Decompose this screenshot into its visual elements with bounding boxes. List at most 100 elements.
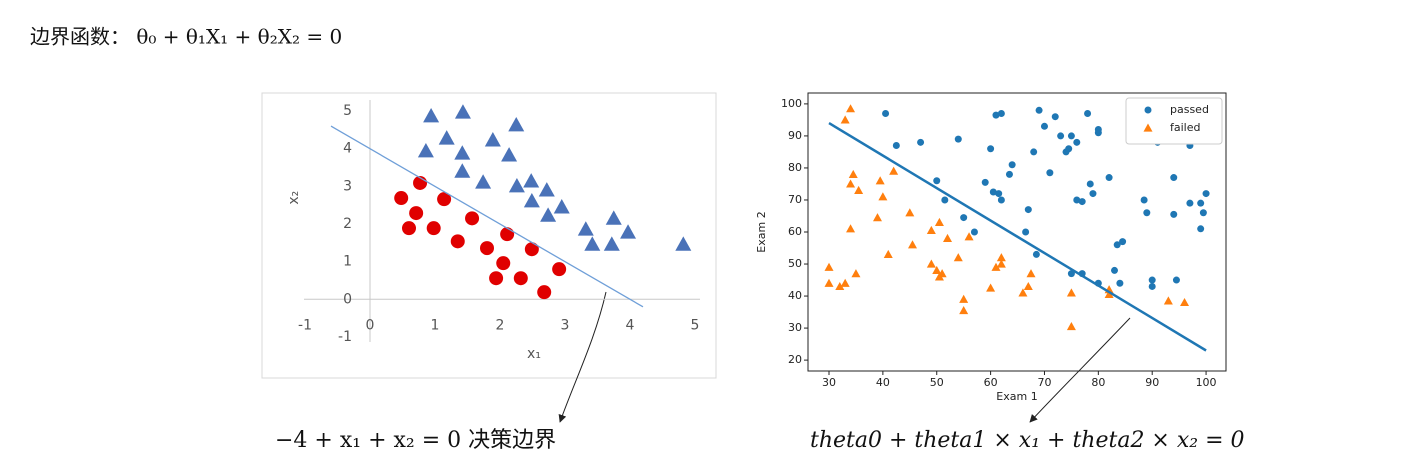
point bbox=[484, 132, 501, 147]
point bbox=[523, 173, 540, 188]
point bbox=[959, 294, 969, 303]
y-axis-label: x₂ bbox=[286, 191, 302, 205]
point bbox=[997, 196, 1005, 204]
point bbox=[524, 242, 539, 257]
point bbox=[1035, 106, 1043, 114]
point bbox=[1170, 210, 1178, 218]
point bbox=[454, 104, 471, 119]
point bbox=[1057, 132, 1065, 140]
point bbox=[553, 199, 570, 214]
point bbox=[892, 142, 900, 150]
point bbox=[840, 115, 850, 124]
y-tick-label: 100 bbox=[781, 97, 802, 110]
x-axis-label: x₁ bbox=[527, 346, 541, 362]
boundary-line bbox=[330, 125, 644, 308]
point bbox=[1008, 161, 1016, 169]
point bbox=[620, 224, 637, 239]
point bbox=[552, 262, 567, 277]
point bbox=[1030, 148, 1038, 156]
point bbox=[500, 227, 515, 242]
point bbox=[992, 111, 1000, 119]
point bbox=[840, 278, 850, 287]
point bbox=[937, 269, 947, 278]
point bbox=[933, 177, 941, 185]
point bbox=[917, 138, 925, 146]
point bbox=[496, 256, 511, 271]
point bbox=[402, 221, 416, 236]
point bbox=[1170, 174, 1178, 182]
point bbox=[454, 163, 471, 178]
point bbox=[854, 185, 864, 194]
caption: theta0 + theta1 × x₁ + theta2 × x₂ = 0 bbox=[810, 428, 1245, 453]
y-axis-label: Exam 2 bbox=[755, 211, 768, 252]
point bbox=[450, 234, 465, 249]
point bbox=[989, 188, 997, 196]
caption: −4 + x₁ + x₂ = 0 决策边界 bbox=[275, 428, 556, 453]
y-tick-label: 50 bbox=[788, 257, 802, 270]
y-tick-label: 20 bbox=[788, 353, 802, 366]
point bbox=[1197, 199, 1205, 207]
y-tick-label: -1 bbox=[338, 329, 352, 345]
point bbox=[1065, 145, 1073, 153]
x-tick-label: 50 bbox=[930, 376, 944, 389]
point bbox=[889, 166, 899, 175]
point bbox=[417, 142, 434, 158]
point bbox=[513, 271, 528, 286]
x-tick-label: 4 bbox=[626, 317, 635, 333]
point bbox=[437, 192, 452, 207]
point bbox=[1148, 282, 1156, 290]
point bbox=[1032, 250, 1040, 258]
point bbox=[943, 233, 953, 243]
point bbox=[878, 192, 888, 201]
point bbox=[1073, 196, 1081, 204]
arrow bbox=[558, 291, 607, 423]
point bbox=[1119, 238, 1127, 246]
x-tick-label: 1 bbox=[431, 317, 440, 333]
x-tick-label: 60 bbox=[984, 376, 998, 389]
point bbox=[926, 225, 936, 234]
point bbox=[824, 262, 834, 271]
legend-label: failed bbox=[1170, 121, 1200, 134]
point bbox=[1018, 288, 1028, 297]
legend-marker bbox=[1143, 123, 1153, 132]
point bbox=[508, 116, 525, 132]
x-tick-label: 3 bbox=[561, 317, 570, 333]
point bbox=[1023, 281, 1033, 291]
x-tick-label: 70 bbox=[1037, 376, 1051, 389]
point bbox=[1105, 174, 1113, 182]
y-tick-label: 40 bbox=[788, 289, 802, 302]
point bbox=[824, 278, 834, 287]
point bbox=[1067, 132, 1075, 140]
y-tick-label: 60 bbox=[788, 225, 802, 238]
point bbox=[1066, 288, 1076, 297]
point bbox=[423, 107, 440, 123]
point bbox=[986, 283, 996, 292]
point bbox=[1180, 297, 1190, 307]
point bbox=[1046, 169, 1054, 177]
point bbox=[465, 211, 480, 226]
x-axis-label: Exam 1 bbox=[996, 390, 1037, 403]
point bbox=[991, 262, 1001, 271]
point bbox=[846, 179, 856, 188]
point bbox=[960, 214, 968, 222]
point bbox=[882, 109, 890, 117]
point bbox=[848, 169, 858, 178]
point bbox=[475, 174, 492, 189]
legend-marker bbox=[1144, 106, 1152, 114]
point bbox=[501, 147, 518, 162]
point bbox=[996, 259, 1006, 268]
chart-frame bbox=[261, 92, 717, 379]
point bbox=[964, 232, 974, 241]
point bbox=[1197, 225, 1205, 233]
point bbox=[1024, 206, 1032, 214]
point bbox=[1116, 279, 1124, 287]
point bbox=[1089, 190, 1097, 198]
point bbox=[959, 305, 969, 315]
point bbox=[846, 224, 856, 233]
point bbox=[1051, 113, 1059, 121]
point bbox=[1005, 170, 1013, 178]
y-tick-label: 30 bbox=[788, 321, 802, 334]
x-tick-label: 80 bbox=[1091, 376, 1105, 389]
